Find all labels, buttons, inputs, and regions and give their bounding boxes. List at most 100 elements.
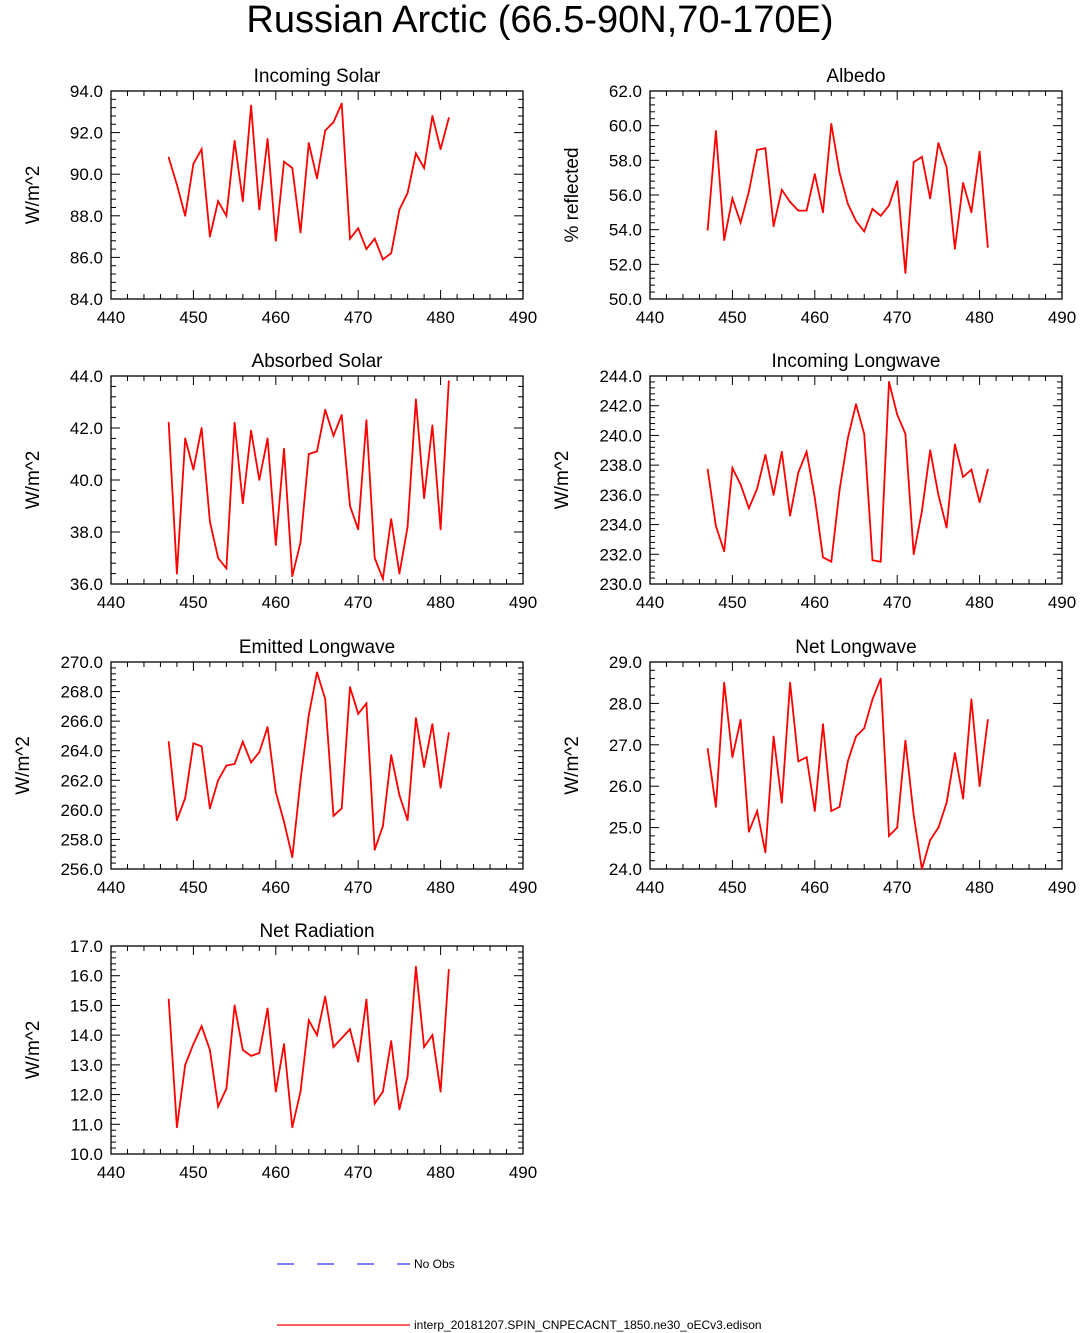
- data-point: [225, 1087, 228, 1090]
- x-tick-label: 450: [179, 593, 207, 612]
- data-point: [349, 1028, 351, 1031]
- data-point: [274, 791, 277, 794]
- data-point: [299, 231, 302, 234]
- data-point: [283, 820, 285, 823]
- y-tick-label: 58.0: [609, 151, 642, 170]
- data-point: [398, 208, 401, 211]
- x-tick-label: 490: [1048, 878, 1076, 897]
- data-point: [953, 247, 956, 250]
- data-point: [332, 121, 335, 124]
- data-point: [274, 239, 277, 242]
- panel-albedo: Albedo 440 450 460 470 480 490 50.0 52.0 54.0 56.0…: [562, 66, 1076, 327]
- plot-frame: [649, 661, 1063, 870]
- data-point: [266, 137, 269, 140]
- data-point: [398, 572, 401, 575]
- panel-incoming-solar: Incoming Solar 440 450 460 470 480 490 84.0 86.0…: [23, 66, 537, 327]
- data-point: [747, 190, 750, 193]
- y-tick-label: 260.0: [60, 801, 103, 820]
- data-point: [233, 140, 236, 142]
- panel-title: Absorbed Solar: [252, 351, 384, 372]
- data-point: [382, 825, 384, 828]
- data-point: [250, 761, 252, 764]
- y-axis-label: W/m^2: [23, 1021, 44, 1080]
- data-point: [241, 502, 244, 505]
- y-tick-label: 240.0: [599, 426, 642, 445]
- data-point: [274, 1090, 277, 1093]
- data-point: [797, 209, 800, 212]
- data-point: [217, 779, 220, 782]
- y-tick-label: 258.0: [60, 830, 103, 849]
- data-point: [978, 501, 981, 504]
- x-tick-label: 450: [179, 308, 207, 327]
- data-point: [780, 450, 783, 453]
- data-point: [382, 1090, 384, 1093]
- data-point: [316, 1034, 318, 1037]
- y-tick-label: 266.0: [60, 712, 103, 731]
- data-point: [250, 429, 252, 432]
- data-point: [986, 246, 989, 248]
- data-point: [789, 201, 791, 203]
- data-point: [208, 1049, 211, 1051]
- data-point: [274, 544, 277, 546]
- data-point: [423, 167, 426, 169]
- data-point: [299, 541, 302, 544]
- panel-title: Net Longwave: [795, 637, 916, 658]
- plot-frame: [110, 375, 524, 585]
- series-line: [706, 123, 989, 274]
- data-point: [953, 752, 956, 754]
- data-point: [846, 437, 849, 440]
- data-point: [739, 483, 742, 486]
- y-tick-label: 25.0: [609, 819, 642, 838]
- data-point: [217, 1105, 220, 1108]
- data-point: [414, 152, 417, 155]
- data-point: [299, 1090, 302, 1093]
- y-tick-label: 52.0: [609, 255, 642, 274]
- data-point: [921, 510, 923, 513]
- x-tick-label: 470: [883, 308, 911, 327]
- data-point: [871, 559, 874, 562]
- data-point: [715, 806, 717, 808]
- data-point: [233, 421, 236, 424]
- data-point: [373, 237, 376, 240]
- data-point: [398, 794, 401, 796]
- data-point: [929, 449, 932, 452]
- data-point: [283, 160, 285, 163]
- x-tick-label: 490: [1048, 308, 1076, 327]
- plot-frame: [649, 90, 1063, 300]
- x-tick-label: 440: [97, 878, 125, 897]
- x-tick-label: 450: [179, 1163, 207, 1182]
- y-axis-label: W/m^2: [23, 451, 44, 510]
- x-tick-label: 440: [97, 1163, 125, 1182]
- data-point: [357, 227, 360, 230]
- data-point: [888, 381, 890, 383]
- legend-label: No Obs: [414, 1257, 455, 1271]
- data-point: [447, 968, 450, 971]
- data-point: [192, 742, 195, 745]
- data-point: [846, 202, 849, 205]
- data-point: [307, 714, 310, 717]
- x-tick-label: 490: [509, 593, 537, 612]
- data-point: [241, 1049, 244, 1051]
- data-point: [291, 1126, 294, 1129]
- y-tick-label: 242.0: [599, 397, 642, 416]
- y-tick-label: 84.0: [70, 290, 103, 309]
- data-point: [945, 526, 948, 529]
- data-point: [349, 505, 351, 507]
- data-point: [266, 1007, 269, 1010]
- data-point: [414, 398, 417, 401]
- y-tick-label: 236.0: [599, 486, 642, 505]
- data-point: [706, 748, 709, 750]
- data-point: [406, 525, 409, 528]
- data-point: [756, 810, 759, 812]
- data-point: [879, 560, 882, 563]
- data-point: [937, 142, 940, 144]
- data-point: [879, 214, 882, 217]
- data-point: [414, 965, 417, 968]
- data-point: [822, 723, 824, 725]
- data-point: [863, 230, 866, 233]
- data-point: [316, 177, 318, 180]
- data-point: [225, 764, 228, 767]
- data-point: [447, 732, 450, 734]
- data-point: [217, 557, 220, 559]
- x-tick-label: 450: [718, 878, 746, 897]
